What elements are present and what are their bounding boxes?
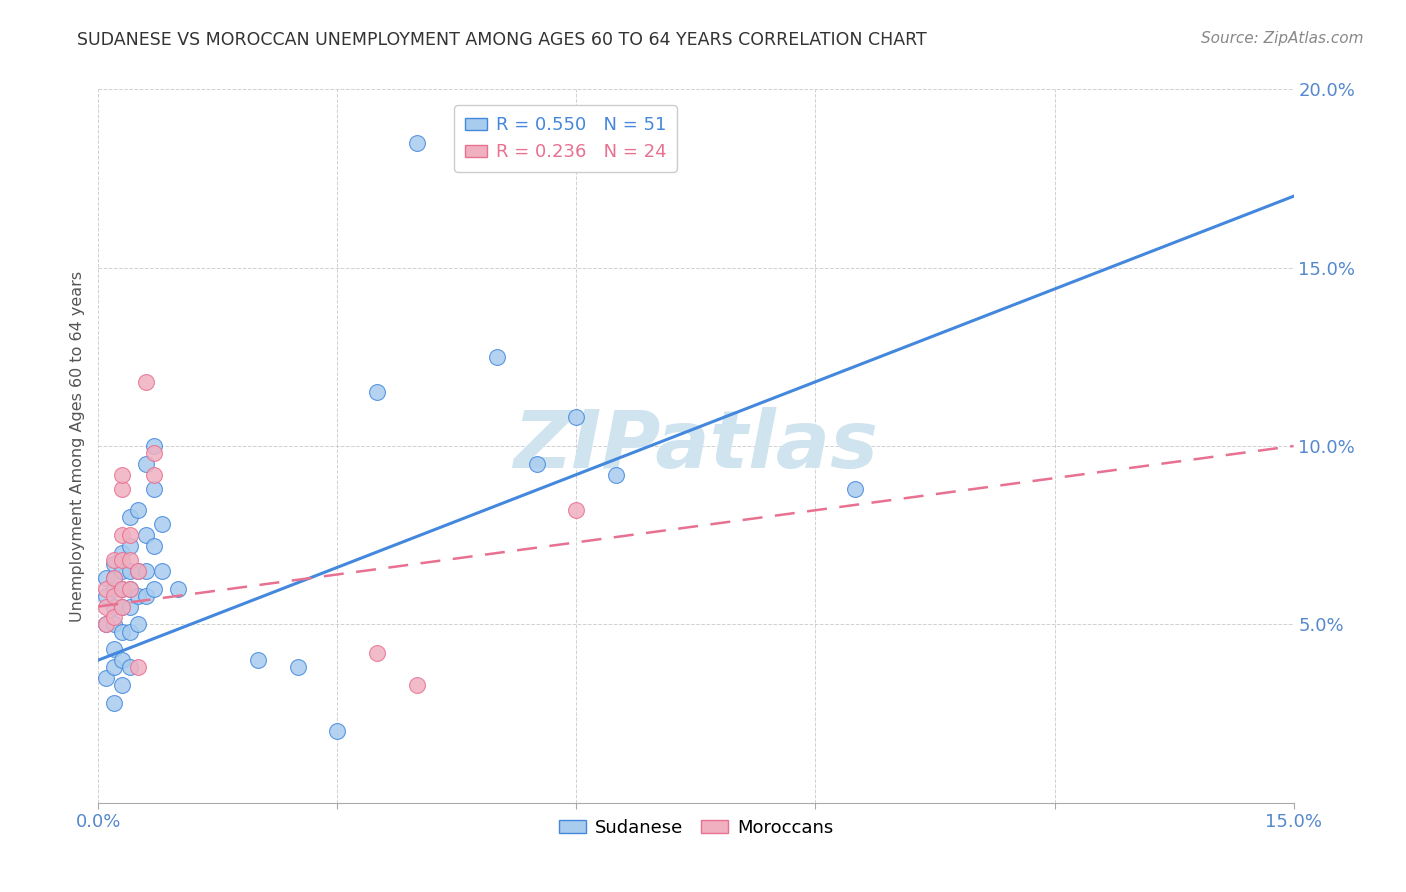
Point: [565, 410, 588, 425]
Point: [96, 599, 118, 614]
Point: [127, 617, 149, 632]
Point: [96, 617, 118, 632]
Point: [287, 660, 309, 674]
Point: [120, 582, 142, 596]
Point: [135, 457, 157, 471]
Point: [111, 528, 134, 542]
Point: [366, 385, 388, 400]
Point: [120, 528, 142, 542]
Point: [135, 564, 157, 578]
Point: [127, 564, 149, 578]
Point: [103, 610, 125, 624]
Point: [111, 482, 134, 496]
Point: [111, 599, 134, 614]
Text: SUDANESE VS MOROCCAN UNEMPLOYMENT AMONG AGES 60 TO 64 YEARS CORRELATION CHART: SUDANESE VS MOROCCAN UNEMPLOYMENT AMONG …: [77, 31, 927, 49]
Point: [111, 599, 134, 614]
Text: ZIPatlas: ZIPatlas: [513, 407, 879, 485]
Point: [605, 467, 627, 482]
Point: [111, 653, 134, 667]
Point: [143, 446, 166, 460]
Point: [135, 589, 157, 603]
Point: [143, 539, 166, 553]
Point: [111, 564, 134, 578]
Point: [167, 582, 190, 596]
Point: [103, 553, 125, 567]
Point: [246, 653, 269, 667]
Point: [120, 564, 142, 578]
Point: [103, 571, 125, 585]
Point: [103, 582, 125, 596]
Legend: Sudanese, Moroccans: Sudanese, Moroccans: [551, 812, 841, 844]
Point: [366, 646, 388, 660]
Point: [111, 624, 134, 639]
Point: [120, 510, 142, 524]
Point: [127, 564, 149, 578]
Point: [111, 582, 134, 596]
Point: [111, 678, 134, 692]
Point: [526, 457, 548, 471]
Point: [143, 482, 166, 496]
Point: [143, 582, 166, 596]
Point: [120, 539, 142, 553]
Y-axis label: Unemployment Among Ages 60 to 64 years: Unemployment Among Ages 60 to 64 years: [69, 270, 84, 622]
Point: [844, 482, 866, 496]
Point: [127, 589, 149, 603]
Point: [111, 553, 134, 567]
Point: [565, 503, 588, 517]
Point: [127, 503, 149, 517]
Point: [103, 557, 125, 571]
Point: [485, 350, 508, 364]
Point: [150, 517, 173, 532]
Point: [103, 589, 125, 603]
Point: [103, 642, 125, 657]
Point: [96, 617, 118, 632]
Point: [96, 582, 118, 596]
Point: [120, 553, 142, 567]
Point: [111, 546, 134, 560]
Point: [406, 678, 429, 692]
Point: [111, 467, 134, 482]
Text: Source: ZipAtlas.com: Source: ZipAtlas.com: [1201, 31, 1364, 46]
Point: [143, 439, 166, 453]
Point: [120, 660, 142, 674]
Point: [103, 696, 125, 710]
Point: [135, 375, 157, 389]
Point: [120, 599, 142, 614]
Point: [103, 660, 125, 674]
Point: [150, 564, 173, 578]
Point: [96, 571, 118, 585]
Point: [127, 660, 149, 674]
Point: [143, 467, 166, 482]
Point: [135, 528, 157, 542]
Point: [120, 582, 142, 596]
Point: [326, 724, 349, 739]
Point: [96, 589, 118, 603]
Point: [120, 624, 142, 639]
Point: [103, 571, 125, 585]
Point: [96, 671, 118, 685]
Point: [103, 599, 125, 614]
Point: [406, 136, 429, 150]
Point: [103, 617, 125, 632]
Point: [111, 582, 134, 596]
